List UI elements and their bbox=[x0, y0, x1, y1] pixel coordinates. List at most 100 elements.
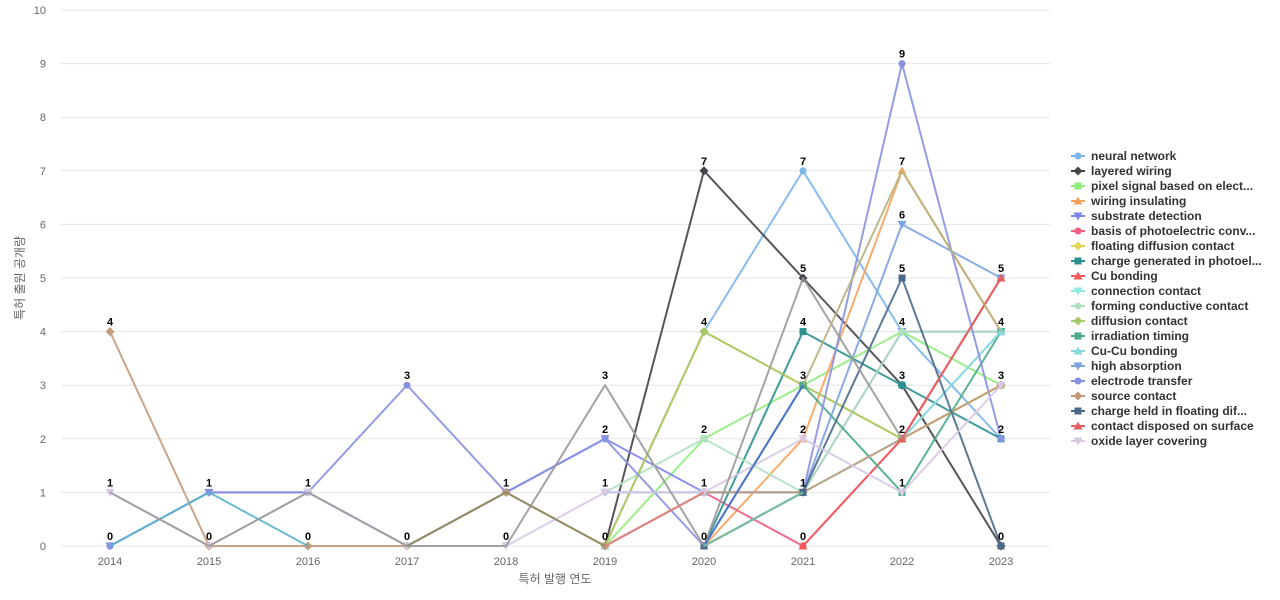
y-axis-title: 특허 출원 공개량 bbox=[13, 236, 27, 320]
legend-marker bbox=[1073, 437, 1083, 446]
data-label: 7 bbox=[701, 156, 707, 168]
data-label: 4 bbox=[800, 317, 807, 329]
legend-marker bbox=[1073, 316, 1083, 326]
data-point bbox=[997, 542, 1005, 550]
x-axis-title: 특허 발행 연도 bbox=[519, 571, 592, 586]
legend-item: substrate detection bbox=[1071, 209, 1202, 223]
legend-item: irradiation timing bbox=[1071, 329, 1189, 343]
y-tick-label: 9 bbox=[40, 59, 46, 71]
data-label: 3 bbox=[899, 370, 905, 382]
data-label: 0 bbox=[305, 531, 311, 543]
legend-item: floating diffusion contact bbox=[1071, 239, 1234, 253]
legend-label: connection contact bbox=[1091, 284, 1201, 298]
data-point bbox=[403, 381, 411, 389]
data-point bbox=[105, 327, 115, 337]
y-tick-label: 1 bbox=[40, 487, 46, 499]
y-axis-tick-labels: 0 1 2 3 4 5 6 7 8 9 10 bbox=[34, 5, 46, 553]
data-label: 5 bbox=[899, 263, 905, 275]
x-tick-label: 2021 bbox=[791, 556, 815, 568]
series-line bbox=[109, 491, 309, 547]
legend-item: basis of photoelectric conv... bbox=[1071, 224, 1255, 238]
data-label: 0 bbox=[107, 531, 113, 543]
y-tick-label: 3 bbox=[40, 380, 46, 392]
x-tick-label: 2019 bbox=[593, 556, 617, 568]
data-label: 0 bbox=[602, 531, 608, 543]
legend-marker bbox=[1073, 196, 1083, 205]
series-line bbox=[605, 330, 1002, 494]
legend-item: connection contact bbox=[1071, 284, 1201, 298]
data-label: 3 bbox=[404, 370, 410, 382]
data-point bbox=[897, 488, 907, 497]
data-label: 1 bbox=[503, 477, 509, 489]
data-label: 4 bbox=[998, 317, 1005, 329]
x-axis-tick-labels: 2014 2015 2016 2017 2018 2019 2020 2021 2022 2023 bbox=[98, 556, 1013, 568]
data-label: 1 bbox=[305, 477, 311, 489]
series-line bbox=[703, 491, 804, 547]
y-tick-label: 6 bbox=[40, 219, 46, 231]
legend-label: basis of photoelectric conv... bbox=[1091, 224, 1255, 238]
legend-label: neural network bbox=[1091, 149, 1177, 163]
legend-marker bbox=[1074, 152, 1082, 160]
data-point bbox=[799, 167, 807, 175]
legend-label: forming conductive contact bbox=[1091, 299, 1248, 313]
legend-label: Cu bonding bbox=[1091, 269, 1158, 283]
data-point bbox=[996, 381, 1006, 390]
legend-label: electrode transfer bbox=[1091, 374, 1193, 388]
series bbox=[703, 491, 804, 547]
series-line bbox=[604, 491, 705, 547]
data-label: 7 bbox=[899, 156, 905, 168]
legend-item: layered wiring bbox=[1071, 164, 1172, 178]
data-label: 0 bbox=[998, 531, 1004, 543]
legend-label: wiring insulating bbox=[1090, 194, 1186, 208]
legend-label: floating diffusion contact bbox=[1091, 239, 1234, 253]
x-tick-label: 2022 bbox=[890, 556, 914, 568]
legend-label: layered wiring bbox=[1091, 164, 1172, 178]
legend-marker bbox=[1074, 302, 1082, 310]
legend-label: substrate detection bbox=[1091, 209, 1202, 223]
legend-label: irradiation timing bbox=[1091, 329, 1189, 343]
legend-marker bbox=[1073, 421, 1083, 430]
x-tick-label: 2016 bbox=[296, 556, 320, 568]
legend-marker bbox=[1073, 391, 1083, 401]
data-label: 1 bbox=[701, 477, 707, 489]
data-label: 3 bbox=[998, 370, 1004, 382]
data-label: 0 bbox=[800, 531, 806, 543]
data-label: 1 bbox=[602, 477, 608, 489]
data-point bbox=[699, 327, 709, 337]
legend-item: neural network bbox=[1071, 149, 1177, 163]
data-point bbox=[996, 273, 1006, 282]
series bbox=[802, 169, 1002, 386]
y-tick-label: 0 bbox=[40, 541, 46, 553]
legend-label: high absorption bbox=[1091, 359, 1182, 373]
legend-marker bbox=[1074, 257, 1082, 265]
legend-item: diffusion contact bbox=[1071, 314, 1188, 328]
data-label: 0 bbox=[503, 531, 509, 543]
series-line bbox=[703, 384, 804, 547]
legend-item: wiring insulating bbox=[1071, 194, 1186, 208]
data-label: 2 bbox=[701, 424, 707, 436]
y-tick-label: 5 bbox=[40, 273, 46, 285]
data-point bbox=[898, 381, 906, 389]
data-label: 7 bbox=[800, 156, 806, 168]
data-point bbox=[798, 541, 808, 550]
legend-item: forming conductive contact bbox=[1071, 299, 1248, 313]
legend-marker bbox=[1074, 227, 1082, 235]
legend-item: Cu-Cu bonding bbox=[1071, 344, 1178, 358]
data-label: 1 bbox=[107, 477, 113, 489]
data-label: 9 bbox=[899, 49, 905, 61]
legend-label: pixel signal based on elect... bbox=[1091, 179, 1253, 193]
series bbox=[600, 328, 1006, 497]
data-label: 6 bbox=[899, 209, 905, 221]
data-label: 0 bbox=[206, 531, 212, 543]
legend-label: charge held in floating dif... bbox=[1091, 404, 1247, 418]
series bbox=[109, 277, 903, 547]
legend-item: charge generated in photoel... bbox=[1071, 254, 1262, 268]
data-point bbox=[898, 328, 906, 336]
x-tick-label: 2014 bbox=[98, 556, 122, 568]
data-label: 5 bbox=[800, 263, 806, 275]
legend-label: source contact bbox=[1091, 389, 1176, 403]
data-point bbox=[898, 274, 906, 282]
legend-item: electrode transfer bbox=[1071, 374, 1193, 388]
